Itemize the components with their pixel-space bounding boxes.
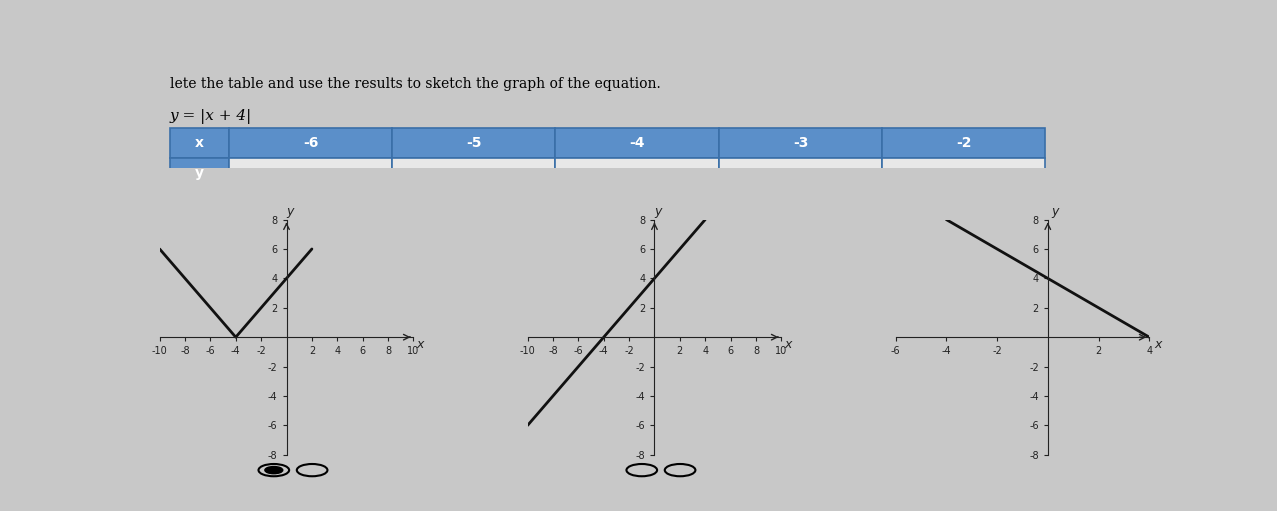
Bar <box>555 128 719 157</box>
Text: y = |x + 4|: y = |x + 4| <box>170 109 252 125</box>
Bar <box>392 128 555 157</box>
Bar <box>555 157 719 188</box>
Bar <box>882 128 1046 157</box>
Bar <box>392 157 555 188</box>
Text: x: x <box>194 135 204 150</box>
Text: x: x <box>784 338 792 351</box>
Text: -5: -5 <box>466 135 481 150</box>
Text: y: y <box>655 205 661 218</box>
Text: -2: -2 <box>956 135 972 150</box>
Text: -6: -6 <box>303 135 318 150</box>
Bar <box>719 157 882 188</box>
Text: y: y <box>286 205 294 218</box>
Bar <box>170 157 229 188</box>
Bar <box>170 128 229 157</box>
Text: y: y <box>194 166 204 179</box>
Text: y: y <box>1052 205 1059 218</box>
Bar <box>882 157 1046 188</box>
Text: lete the table and use the results to sketch the graph of the equation.: lete the table and use the results to sk… <box>170 77 660 91</box>
Bar <box>229 157 392 188</box>
Bar <box>229 128 392 157</box>
Text: x: x <box>416 338 423 351</box>
Bar <box>719 128 882 157</box>
Text: -3: -3 <box>793 135 808 150</box>
Text: x: x <box>1154 338 1162 351</box>
Text: -4: -4 <box>630 135 645 150</box>
